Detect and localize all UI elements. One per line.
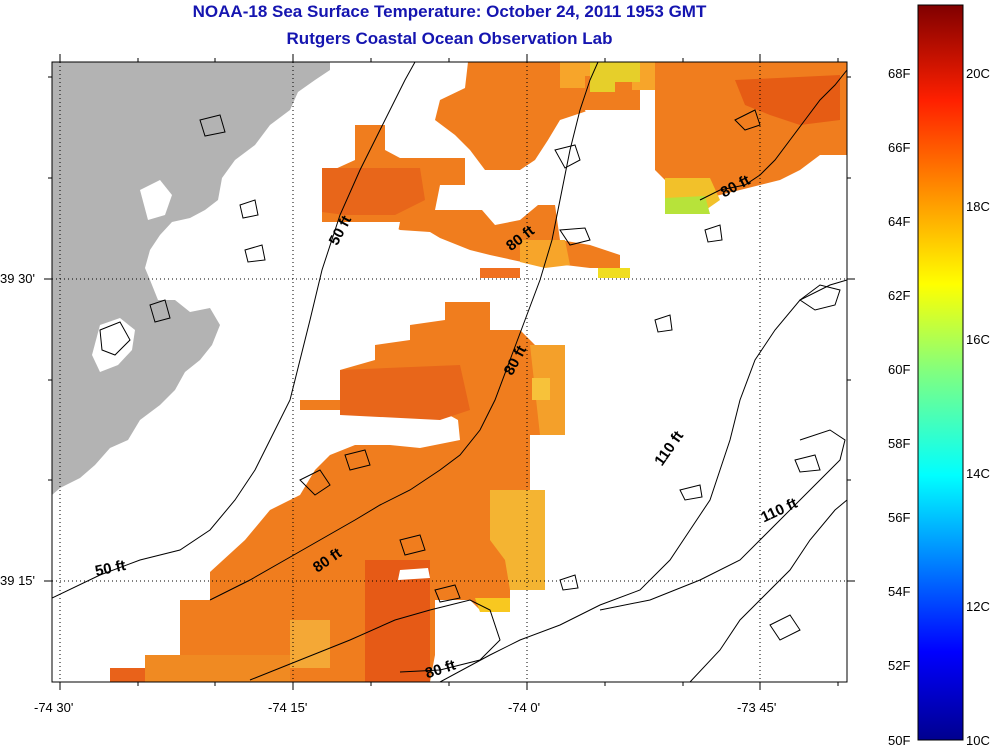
graticule: [52, 62, 847, 682]
colorbar-label-c: 10C: [966, 733, 990, 748]
colorbar-label-f: 54F: [888, 584, 911, 599]
colorbar-label-f: 62F: [888, 288, 911, 303]
x-tick-label: -74 0': [508, 700, 541, 715]
colorbar-label-f: 60F: [888, 362, 911, 377]
contour-lines: [52, 62, 847, 682]
sst-patches: [52, 62, 847, 682]
colorbar-label-f: 68F: [888, 66, 911, 81]
colorbar-label-f: 56F: [888, 510, 911, 525]
x-tick-label: -73 45': [737, 700, 777, 715]
x-tick-label: -74 30': [34, 700, 74, 715]
colorbar: [917, 4, 964, 741]
colorbar-label-c: 12C: [966, 599, 990, 614]
colorbar-label-f: 58F: [888, 436, 911, 451]
colorbar-label-c: 20C: [966, 66, 990, 81]
colorbar-label-f: 66F: [888, 140, 911, 155]
colorbar-label-c: 18C: [966, 199, 990, 214]
colorbar-label-f: 52F: [888, 658, 911, 673]
colorbar-label-c: 14C: [966, 466, 990, 481]
x-tick-label: -74 15': [268, 700, 308, 715]
y-tick-label: 39 15': [0, 573, 36, 588]
land-mass: [52, 62, 330, 495]
colorbar-label-f: 50F: [888, 733, 911, 748]
map-title: NOAA-18 Sea Surface Temperature: October…: [192, 2, 707, 21]
colorbar-label-f: 64F: [888, 214, 911, 229]
map-subtitle: Rutgers Coastal Ocean Observation Lab: [286, 29, 613, 48]
y-tick-label: 39 30': [0, 271, 36, 286]
colorbar-label-c: 16C: [966, 332, 990, 347]
